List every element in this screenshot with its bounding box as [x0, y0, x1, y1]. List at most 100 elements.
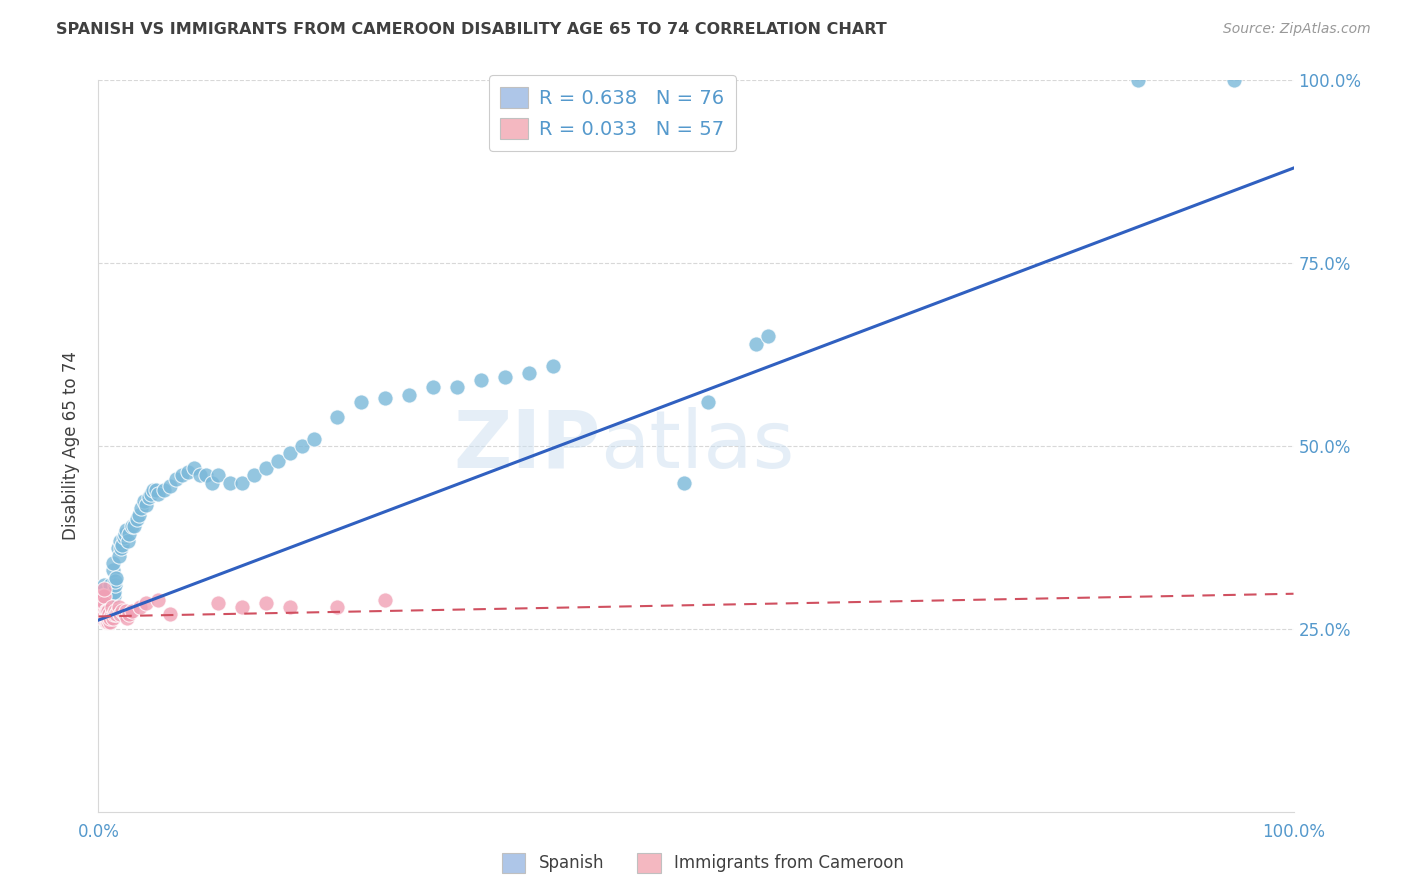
Point [91, 603, 114, 617]
Point [104, 574, 127, 589]
Point [91, 607, 114, 622]
Legend: Spanish, Immigrants from Cameroon: Spanish, Immigrants from Cameroon [495, 847, 911, 880]
Point [115, 611, 138, 625]
Point [98, 589, 122, 603]
Point [96, 596, 118, 610]
Point [103, 589, 125, 603]
Point [97, 599, 120, 614]
Point [135, 596, 157, 610]
Point [291, 439, 314, 453]
Point [101, 563, 124, 577]
Point [103, 585, 125, 599]
Point [90, 592, 112, 607]
Point [142, 483, 165, 497]
Point [129, 599, 152, 614]
Point [100, 607, 122, 622]
Point [422, 380, 444, 394]
Point [112, 530, 135, 544]
Point [278, 446, 301, 460]
Point [94, 599, 117, 614]
Point [107, 603, 129, 617]
Point [172, 468, 194, 483]
Point [94, 603, 117, 617]
Point [115, 603, 138, 617]
Point [219, 475, 242, 490]
Point [108, 607, 131, 622]
Point [756, 329, 779, 343]
Point [104, 603, 127, 617]
Point [111, 538, 134, 552]
Point [91, 589, 114, 603]
Point [697, 395, 720, 409]
Point [673, 475, 696, 490]
Point [93, 592, 115, 607]
Point [93, 582, 115, 596]
Point [93, 607, 115, 622]
Point [148, 486, 170, 500]
Point [302, 432, 325, 446]
Point [121, 603, 143, 617]
Point [100, 599, 122, 614]
Point [107, 541, 129, 556]
Point [96, 611, 118, 625]
Text: ZIP: ZIP [453, 407, 600, 485]
Point [121, 519, 143, 533]
Point [115, 523, 138, 537]
Point [159, 607, 181, 622]
Point [517, 366, 540, 380]
Text: SPANISH VS IMMIGRANTS FROM CAMEROON DISABILITY AGE 65 TO 74 CORRELATION CHART: SPANISH VS IMMIGRANTS FROM CAMEROON DISA… [56, 22, 887, 37]
Point [105, 607, 128, 622]
Point [117, 534, 139, 549]
Point [125, 512, 148, 526]
Point [398, 388, 420, 402]
Point [98, 596, 121, 610]
Point [107, 599, 129, 614]
Point [138, 490, 160, 504]
Point [139, 486, 162, 500]
Point [145, 483, 167, 497]
Point [118, 526, 141, 541]
Point [183, 461, 205, 475]
Point [105, 571, 128, 585]
Point [446, 380, 468, 394]
Point [103, 607, 125, 622]
Point [91, 589, 114, 603]
Point [97, 607, 120, 622]
Point [104, 578, 127, 592]
Point [91, 596, 114, 610]
Point [254, 596, 277, 610]
Point [470, 373, 492, 387]
Point [91, 596, 114, 610]
Point [1223, 73, 1246, 87]
Point [374, 392, 396, 406]
Point [267, 453, 290, 467]
Y-axis label: Disability Age 65 to 74: Disability Age 65 to 74 [62, 351, 80, 541]
Point [101, 556, 124, 570]
Point [326, 409, 349, 424]
Text: atlas: atlas [600, 407, 794, 485]
Point [374, 592, 396, 607]
Point [745, 336, 768, 351]
Point [135, 498, 157, 512]
Point [118, 607, 141, 622]
Point [93, 603, 115, 617]
Point [201, 475, 224, 490]
Point [93, 596, 115, 610]
Point [93, 578, 115, 592]
Point [94, 615, 117, 629]
Point [159, 479, 181, 493]
Point [114, 526, 136, 541]
Point [90, 603, 112, 617]
Point [90, 596, 112, 610]
Point [97, 615, 120, 629]
Point [148, 592, 170, 607]
Point [93, 596, 115, 610]
Point [97, 603, 120, 617]
Point [91, 603, 114, 617]
Point [1128, 73, 1150, 87]
Point [91, 599, 114, 614]
Point [132, 494, 155, 508]
Point [91, 599, 114, 614]
Point [98, 578, 122, 592]
Point [93, 599, 115, 614]
